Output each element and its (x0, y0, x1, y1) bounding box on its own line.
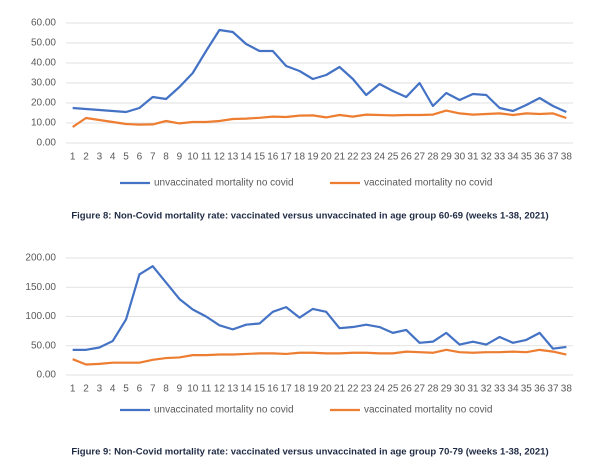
x-tick-label: 17 (281, 384, 293, 395)
y-tick-label: 150.00 (25, 282, 56, 293)
x-tick-label: 34 (507, 152, 519, 163)
x-tick-label: 17 (281, 152, 293, 163)
x-tick-label: 7 (150, 384, 156, 395)
legend-label: unvaccinated mortality no covid (154, 178, 294, 189)
x-tick-label: 8 (163, 152, 169, 163)
x-tick-label: 22 (347, 152, 359, 163)
x-tick-label: 19 (307, 152, 319, 163)
caption: Figure 8: Non-Covid mortality rate: vacc… (71, 211, 548, 222)
x-tick-label: 26 (401, 152, 413, 163)
x-tick-label: 31 (467, 152, 479, 163)
x-tick-label: 20 (321, 384, 333, 395)
x-tick-label: 30 (454, 152, 466, 163)
x-tick-label: 9 (177, 384, 183, 395)
x-tick-label: 13 (227, 152, 239, 163)
y-tick-label: 50.00 (31, 340, 56, 351)
x-tick-label: 19 (307, 384, 319, 395)
y-tick-label: 50.00 (31, 38, 56, 49)
x-tick-label: 30 (454, 384, 466, 395)
x-tick-label: 36 (534, 152, 546, 163)
x-tick-label: 8 (163, 384, 169, 395)
legend-label: vaccinated mortality no covid (364, 405, 492, 416)
x-tick-label: 37 (547, 152, 559, 163)
x-tick-label: 34 (507, 384, 519, 395)
x-tick-label: 27 (414, 152, 426, 163)
x-tick-label: 18 (294, 152, 306, 163)
x-tick-label: 24 (374, 384, 386, 395)
x-tick-label: 12 (214, 384, 226, 395)
x-tick-label: 4 (110, 152, 116, 163)
x-tick-label: 1 (70, 152, 76, 163)
y-tick-label: 100.00 (25, 311, 56, 322)
data-line (72, 348, 567, 366)
x-tick-label: 16 (267, 384, 279, 395)
y-tick-label: 0.00 (37, 138, 57, 149)
x-tick-label: 38 (561, 384, 573, 395)
x-tick-label: 4 (110, 384, 116, 395)
x-tick-label: 5 (123, 384, 129, 395)
legend-label: vaccinated mortality no covid (364, 178, 492, 189)
x-tick-label: 22 (347, 384, 359, 395)
x-tick-label: 31 (467, 384, 479, 395)
x-tick-label: 9 (177, 152, 183, 163)
x-tick-label: 15 (254, 384, 266, 395)
x-tick-label: 20 (321, 152, 333, 163)
x-tick-label: 38 (561, 152, 573, 163)
x-tick-label: 21 (334, 152, 346, 163)
x-tick-label: 10 (187, 384, 199, 395)
x-tick-label: 33 (494, 384, 506, 395)
y-tick-label: 20.00 (31, 98, 56, 109)
x-tick-label: 26 (401, 384, 413, 395)
x-tick-label: 32 (481, 384, 493, 395)
x-tick-label: 29 (441, 152, 453, 163)
x-tick-label: 33 (494, 152, 506, 163)
x-tick-label: 1 (70, 384, 76, 395)
x-tick-label: 2 (83, 152, 89, 163)
x-tick-label: 23 (361, 384, 373, 395)
y-tick-label: 30.00 (31, 78, 56, 89)
x-tick-label: 24 (374, 152, 386, 163)
x-tick-label: 13 (227, 384, 239, 395)
x-tick-label: 36 (534, 384, 546, 395)
x-tick-label: 25 (387, 152, 399, 163)
y-tick-label: 10.00 (31, 118, 56, 129)
x-tick-label: 12 (214, 152, 226, 163)
x-tick-label: 3 (97, 152, 103, 163)
caption: Figure 9: Non-Covid mortality rate: vacc… (71, 447, 548, 458)
x-tick-label: 35 (521, 152, 533, 163)
x-tick-label: 14 (241, 152, 253, 163)
x-tick-label: 18 (294, 384, 306, 395)
x-tick-label: 6 (137, 384, 143, 395)
data-line (72, 109, 567, 128)
y-tick-label: 60.00 (31, 18, 56, 29)
x-tick-label: 15 (254, 152, 266, 163)
x-tick-label: 35 (521, 384, 533, 395)
x-tick-label: 14 (241, 384, 253, 395)
x-tick-label: 11 (201, 152, 212, 163)
x-tick-label: 11 (201, 384, 212, 395)
x-tick-label: 37 (547, 384, 559, 395)
x-tick-label: 27 (414, 384, 426, 395)
x-tick-label: 23 (361, 152, 373, 163)
x-tick-label: 3 (97, 384, 103, 395)
legend-label: unvaccinated mortality no covid (154, 405, 294, 416)
x-tick-label: 28 (427, 384, 439, 395)
x-tick-label: 7 (150, 152, 156, 163)
x-tick-label: 10 (187, 152, 199, 163)
x-tick-label: 6 (137, 152, 143, 163)
y-tick-label: 0.00 (37, 370, 57, 381)
y-tick-label: 200.00 (25, 253, 56, 264)
x-tick-label: 25 (387, 384, 399, 395)
x-tick-label: 32 (481, 152, 493, 163)
x-tick-label: 2 (83, 384, 89, 395)
x-tick-label: 21 (334, 384, 346, 395)
data-line (72, 265, 567, 351)
x-tick-label: 29 (441, 384, 453, 395)
x-tick-label: 28 (427, 152, 439, 163)
x-tick-label: 16 (267, 152, 279, 163)
data-line (72, 28, 567, 114)
y-tick-label: 40.00 (31, 58, 56, 69)
x-tick-label: 5 (123, 152, 129, 163)
